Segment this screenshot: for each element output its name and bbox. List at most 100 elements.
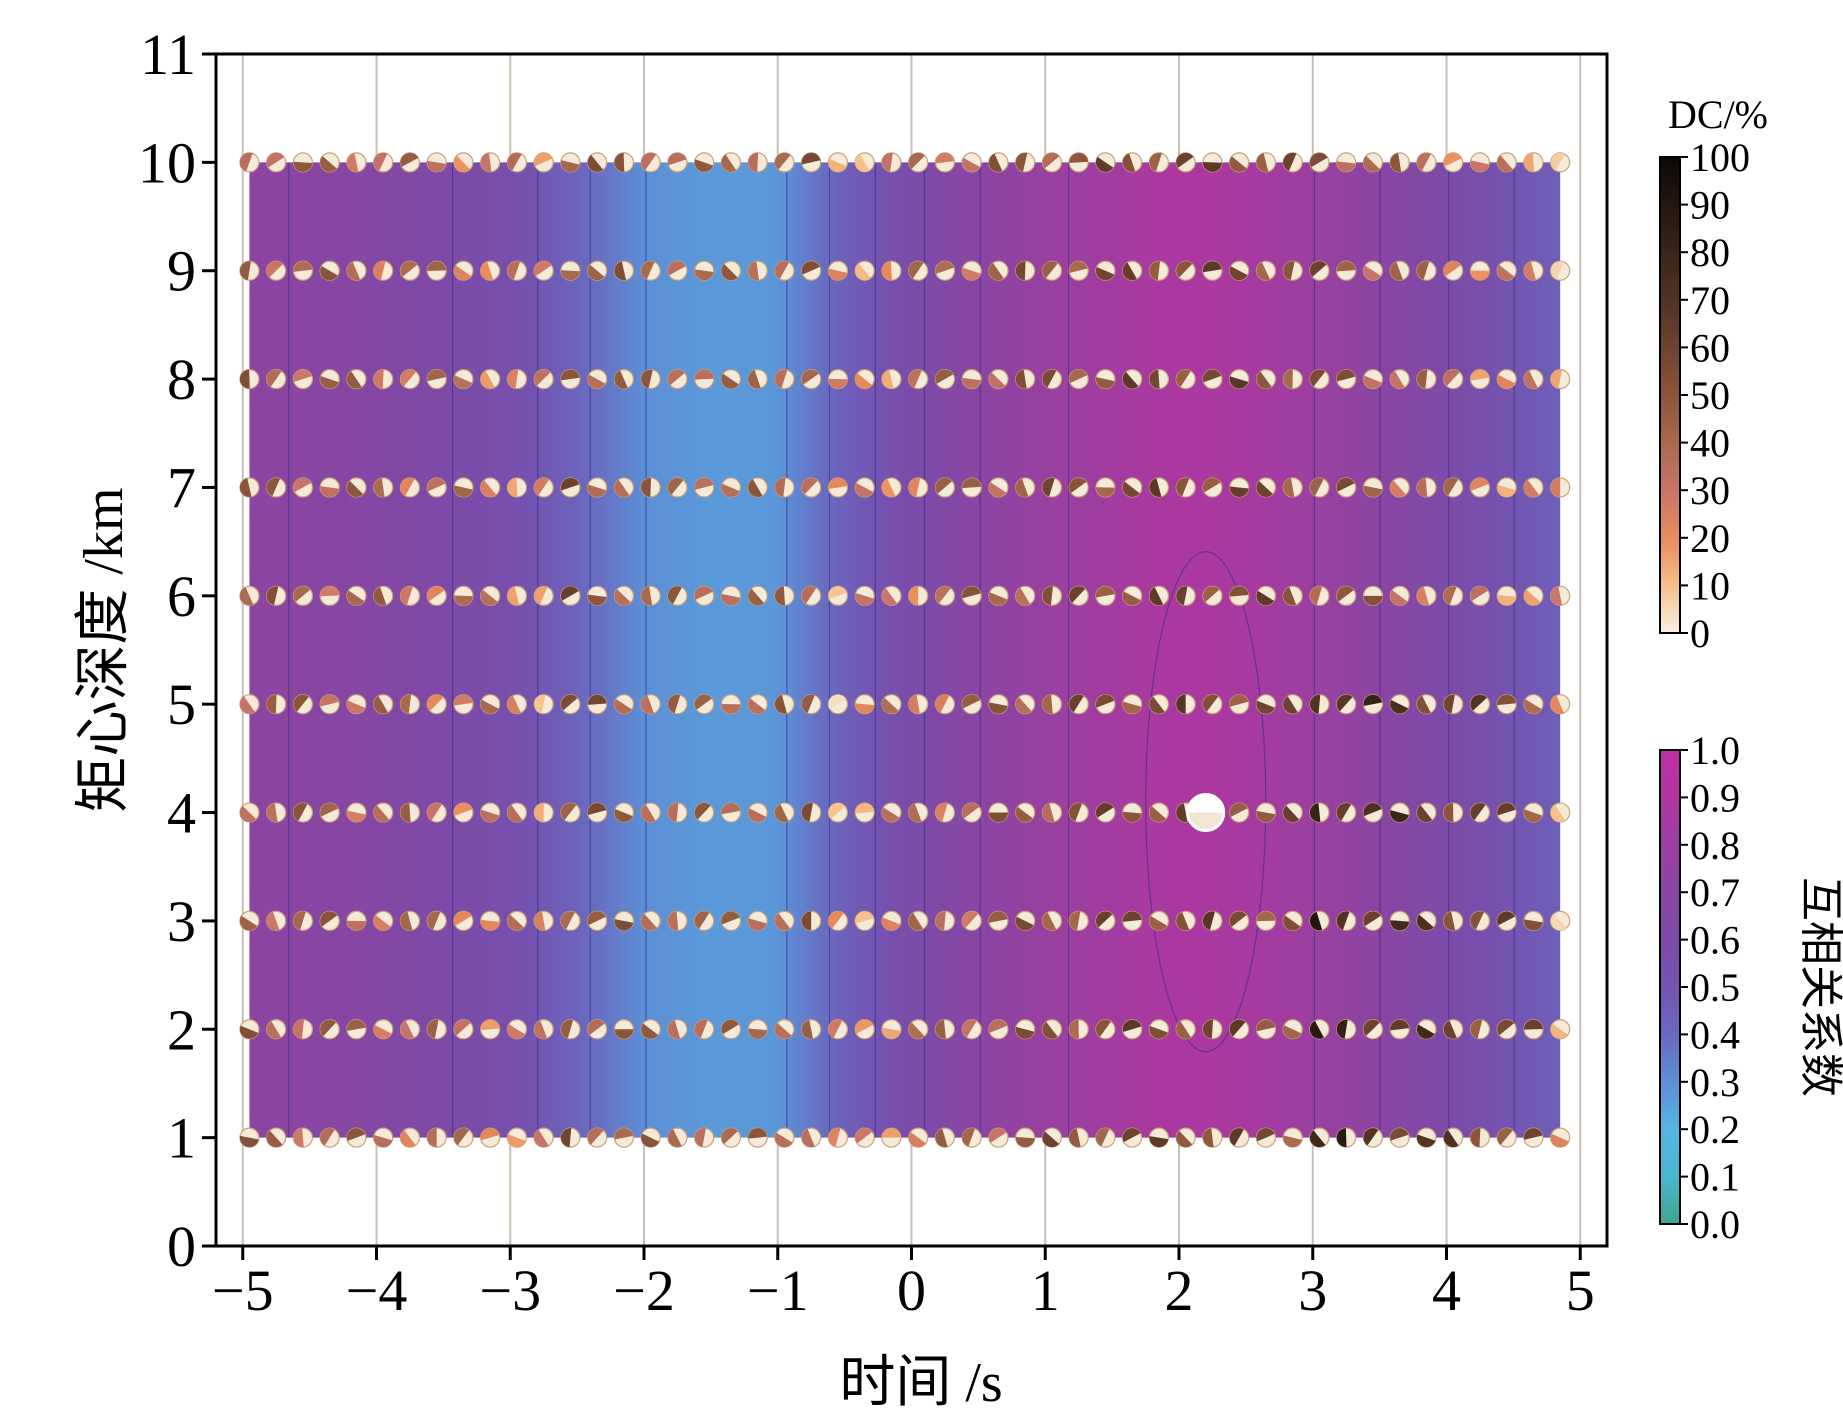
focal-mechanism — [1389, 152, 1410, 173]
focal-mechanism — [1309, 477, 1330, 498]
focal-mechanism — [1148, 368, 1170, 390]
colorbar-tick-label: 0.6 — [1690, 918, 1740, 963]
focal-mechanism — [506, 585, 528, 606]
focal-mechanism — [1122, 694, 1143, 715]
focal-mechanism — [1015, 152, 1036, 173]
focal-mechanism — [506, 1127, 528, 1148]
focal-mechanism — [801, 477, 822, 498]
focal-mechanism — [640, 802, 661, 823]
focal-mechanism — [613, 152, 635, 173]
focal-mechanism — [1496, 152, 1517, 173]
focal-mechanism — [266, 1019, 287, 1040]
focal-mechanism — [1282, 1127, 1303, 1148]
focal-mechanism — [1443, 477, 1464, 498]
focal-mechanism — [1068, 477, 1089, 498]
focal-mechanism — [426, 1127, 447, 1148]
focal-mechanism — [613, 694, 635, 715]
cc-colorbar-ticks: 0.00.10.20.30.40.50.60.70.80.91.0 — [1680, 728, 1740, 1247]
focal-mechanism — [1389, 260, 1410, 281]
focal-mechanism — [399, 1019, 421, 1040]
focal-mechanism — [1389, 1019, 1410, 1040]
focal-mechanism — [1229, 477, 1250, 498]
focal-mechanism — [613, 1019, 635, 1040]
focal-mechanism — [854, 694, 875, 715]
focal-mechanism — [934, 585, 956, 606]
focal-mechanism — [1550, 1127, 1571, 1148]
focal-mechanism — [399, 1127, 421, 1148]
focal-mechanism — [747, 694, 768, 715]
focal-mechanism — [587, 585, 608, 606]
colorbar-tick-label: 0.0 — [1690, 1202, 1740, 1247]
focal-mechanism — [1389, 368, 1410, 390]
focal-mechanism — [1523, 1019, 1544, 1040]
focal-mechanism — [319, 368, 340, 390]
focal-mechanism — [854, 368, 875, 390]
focal-mechanism — [1229, 152, 1250, 173]
focal-mechanism — [346, 585, 367, 606]
focal-mechanism — [988, 152, 1009, 173]
focal-mechanism — [560, 1019, 581, 1040]
focal-mechanism — [988, 477, 1009, 498]
plot-area — [216, 54, 1607, 1246]
focal-mechanism — [720, 152, 742, 173]
focal-mechanism — [480, 910, 501, 932]
focal-mechanism — [694, 477, 715, 498]
focal-mechanism — [694, 585, 715, 606]
focal-mechanism — [1255, 152, 1277, 173]
focal-mechanism — [640, 585, 661, 606]
focal-mechanism — [908, 694, 929, 715]
focal-mechanism — [533, 802, 554, 823]
focal-mechanism — [908, 1019, 929, 1040]
focal-mechanism — [934, 910, 956, 932]
focal-mechanism — [587, 368, 608, 390]
focal-mechanism — [239, 802, 260, 823]
focal-mechanism — [1175, 910, 1196, 932]
focal-mechanism — [694, 260, 715, 281]
x-tick-label: −5 — [212, 1258, 274, 1323]
focal-mechanism — [1469, 1127, 1491, 1148]
y-tick-label: 4 — [167, 781, 196, 846]
focal-mechanism — [1015, 1019, 1036, 1040]
focal-mechanism — [1336, 585, 1357, 606]
focal-mechanism — [453, 152, 474, 173]
focal-mechanism — [988, 585, 1009, 606]
y-tick-label: 6 — [167, 564, 196, 629]
focal-mechanism — [961, 1127, 982, 1148]
focal-mechanism — [801, 1127, 822, 1148]
focal-mechanism — [908, 260, 929, 281]
focal-mechanism — [1469, 152, 1491, 173]
focal-mechanism — [1255, 585, 1277, 606]
focal-mechanism — [1416, 585, 1437, 606]
focal-mechanism — [988, 260, 1009, 281]
focal-mechanism — [1041, 368, 1063, 390]
focal-mechanism — [1362, 585, 1384, 606]
focal-mechanism — [480, 368, 501, 390]
focal-mechanism — [854, 152, 875, 173]
focal-mechanism — [1095, 260, 1116, 281]
focal-mechanism — [613, 368, 635, 390]
focal-mechanism — [426, 1019, 447, 1040]
colorbar-tick-label: 0.2 — [1690, 1107, 1740, 1152]
focal-mechanism — [1175, 694, 1196, 715]
focal-mechanism — [1416, 694, 1437, 715]
focal-mechanism — [1523, 260, 1544, 281]
x-axis-label: 时间 /s — [839, 1352, 1002, 1414]
focal-mechanism — [827, 260, 849, 281]
focal-mechanism — [346, 152, 367, 173]
focal-mechanism — [1068, 1127, 1089, 1148]
focal-mechanism — [319, 477, 340, 498]
y-tick-label: 11 — [140, 22, 196, 87]
focal-mechanism — [1282, 368, 1303, 390]
focal-mechanism — [560, 260, 581, 281]
focal-mechanism — [1122, 910, 1143, 932]
focal-mechanism — [1229, 694, 1250, 715]
focal-mechanism — [908, 802, 929, 823]
focal-mechanism — [533, 260, 554, 281]
focal-mechanism — [1229, 585, 1250, 606]
focal-mechanism — [1202, 368, 1223, 390]
focal-mechanism — [453, 477, 474, 498]
focal-mechanism — [908, 585, 929, 606]
focal-mechanism — [1282, 802, 1303, 823]
focal-mechanism — [667, 477, 688, 498]
focal-mechanism — [613, 477, 635, 498]
